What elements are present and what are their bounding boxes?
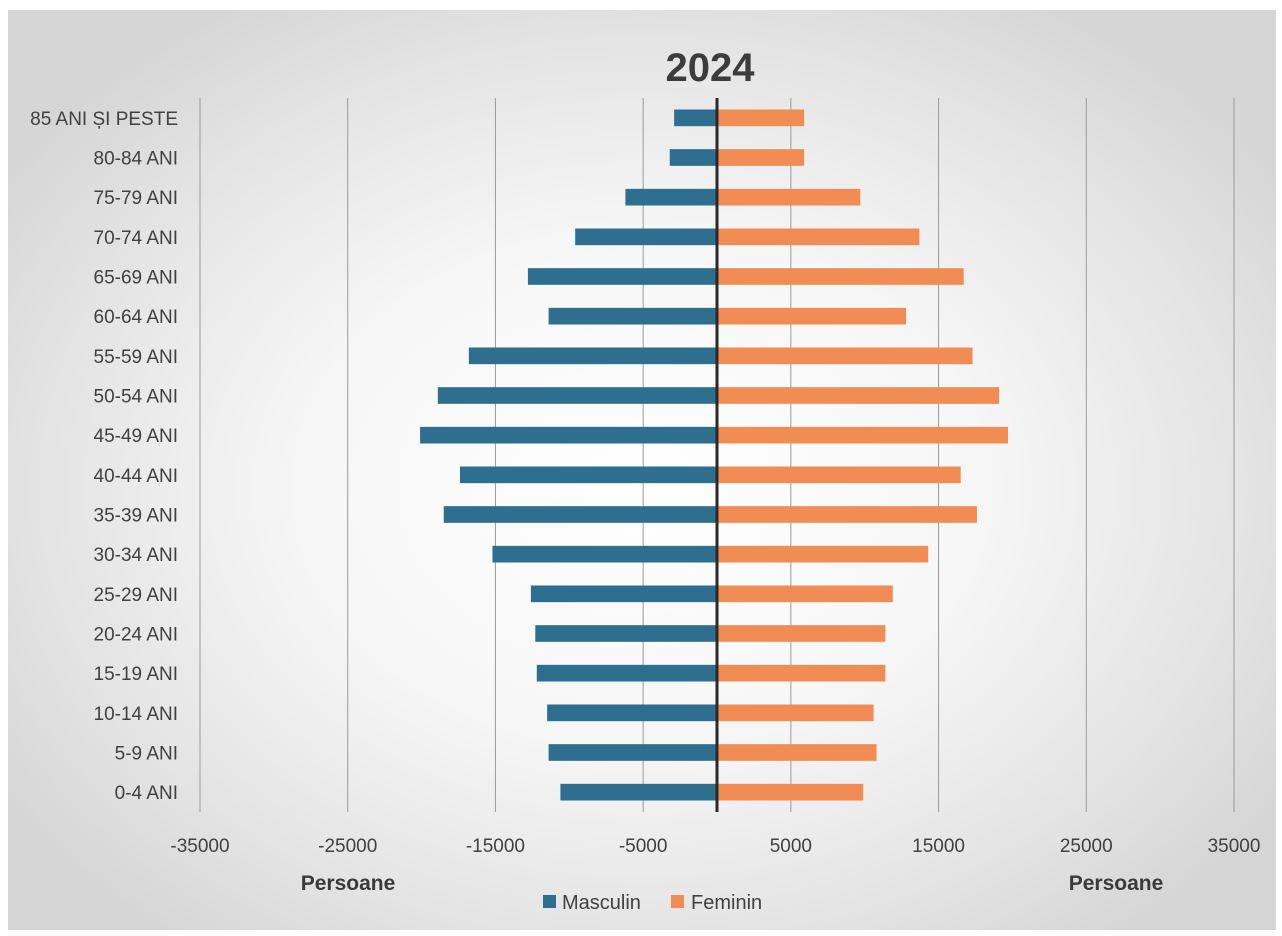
category-label: 65-69 ANI [94, 268, 179, 289]
population-pyramid-chart: 0-4 ANI 5-9 ANI 10-14 ANI 15-19 ANI 20-24 AN… [30, 46, 1260, 914]
category-label: 80-84 ANI [94, 149, 179, 170]
bar-masculin [535, 625, 717, 642]
category-labels: 0-4 ANI 5-9 ANI 10-14 ANI 15-19 ANI 20-24 AN… [30, 109, 178, 804]
x-tick-label: 35000 [1208, 836, 1261, 857]
bar-masculin [674, 109, 717, 127]
bar-feminin [717, 664, 886, 682]
bar-masculin [492, 545, 717, 563]
bar-feminin [717, 426, 1008, 444]
legend-swatch-feminin [671, 895, 684, 908]
category-label: 35-39 ANI [94, 506, 179, 527]
bar-masculin [548, 307, 717, 325]
x-tick-label: -25000 [318, 836, 377, 857]
category-label: 15-19 ANI [94, 664, 179, 685]
category-label: 75-79 ANI [94, 188, 179, 209]
bar-masculin [560, 783, 717, 801]
bar-masculin [548, 744, 717, 761]
category-label: 25-29 ANI [94, 585, 179, 606]
bar-feminin [717, 307, 907, 325]
bar-masculin [527, 268, 717, 285]
category-label: 0-4 ANI [115, 783, 178, 804]
legend-label-feminin: Feminin [691, 892, 762, 914]
bar-feminin [717, 109, 805, 127]
x-tick-label: 15000 [912, 836, 965, 857]
legend: Masculin Feminin [543, 892, 762, 914]
legend-swatch-masculin [543, 895, 556, 908]
category-label: 60-64 ANI [94, 307, 179, 328]
bar-masculin [669, 149, 717, 166]
bar-masculin [536, 664, 717, 682]
bar-masculin [468, 347, 717, 365]
bar-masculin [420, 426, 717, 444]
category-label: 10-14 ANI [94, 704, 179, 725]
series-feminin-bars [717, 109, 1008, 801]
x-axis-title-right: Persoane [1069, 872, 1164, 895]
chart-area: 0-4 ANI 5-9 ANI 10-14 ANI 15-19 ANI 20-24 AN… [8, 10, 1276, 930]
bar-masculin [547, 704, 717, 722]
bar-masculin [625, 188, 717, 206]
category-label: 5-9 ANI [115, 744, 178, 765]
gridlines [199, 98, 1235, 812]
category-label: 85 ANI ȘI PESTE [30, 109, 178, 130]
legend-label-masculin: Masculin [562, 892, 641, 914]
category-label: 30-34 ANI [94, 545, 179, 566]
category-label: 45-49 ANI [94, 426, 179, 447]
bar-feminin [717, 228, 920, 246]
bar-feminin [717, 268, 964, 285]
category-label: 55-59 ANI [94, 347, 179, 368]
chart-title: 2024 [666, 46, 756, 90]
bar-feminin [717, 387, 1000, 404]
x-axis-title-left: Persoane [301, 872, 396, 895]
bar-masculin [530, 585, 717, 603]
series-masculin-bars [420, 109, 717, 801]
bar-feminin [717, 625, 886, 642]
bar-feminin [717, 149, 805, 166]
x-tick-label: -15000 [466, 836, 525, 857]
category-label: 40-44 ANI [94, 466, 179, 487]
category-label: 20-24 ANI [94, 625, 179, 646]
bar-feminin [717, 545, 929, 563]
bar-feminin [717, 585, 893, 603]
x-tick-labels: -35000 -25000 -15000 -5000 5000 15000 25000 350… [170, 836, 1260, 857]
bar-feminin [717, 783, 864, 801]
bar-feminin [717, 744, 877, 761]
bar-feminin [717, 506, 977, 523]
bar-feminin [717, 704, 874, 722]
bar-masculin [459, 466, 717, 484]
bar-masculin [437, 387, 717, 404]
x-tick-label: 25000 [1060, 836, 1113, 857]
bar-masculin [443, 506, 717, 523]
bar-masculin [575, 228, 717, 246]
bar-feminin [717, 466, 961, 484]
x-tick-label: 5000 [770, 836, 812, 857]
bar-feminin [717, 347, 973, 365]
category-label: 50-54 ANI [94, 387, 179, 408]
x-tick-label: -35000 [170, 836, 229, 857]
x-tick-label: -5000 [619, 836, 668, 857]
category-label: 70-74 ANI [94, 228, 179, 249]
bar-feminin [717, 188, 861, 206]
